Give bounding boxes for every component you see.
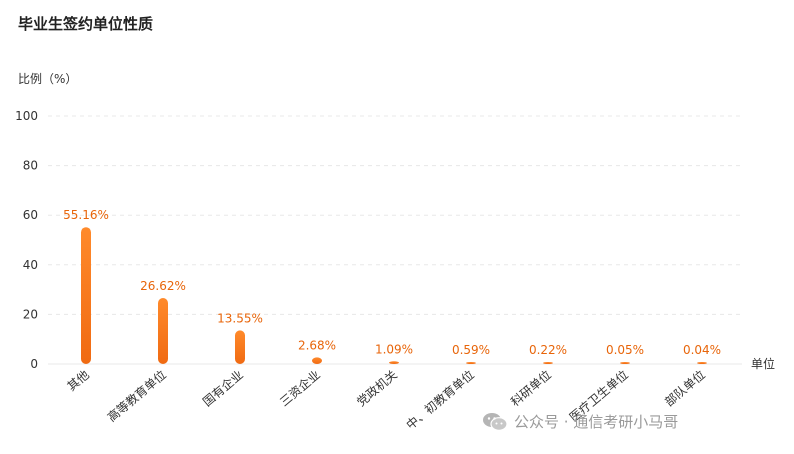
y-tick-label: 40 — [23, 258, 38, 272]
x-tick-label: 三资企业 — [277, 367, 323, 409]
data-label: 55.16% — [63, 208, 109, 222]
wechat-icon — [483, 412, 508, 431]
y-tick-label: 60 — [23, 208, 38, 222]
x-tick-label: 国有企业 — [200, 367, 246, 409]
bars — [81, 227, 707, 364]
x-tick-label: 其他 — [65, 368, 92, 394]
bar-6 — [543, 362, 553, 364]
y-tick-label: 100 — [15, 109, 38, 123]
bar-0 — [81, 227, 91, 364]
bar-8 — [697, 362, 707, 364]
data-label: 0.04% — [683, 343, 721, 357]
bar-1 — [158, 297, 168, 364]
data-label: 26.62% — [140, 279, 186, 293]
x-tick-label: 部队单位 — [662, 367, 708, 409]
watermark-text: 公众号 · 通信考研小马哥 — [514, 413, 679, 431]
data-label: 0.22% — [529, 343, 567, 357]
y-tick-label: 20 — [23, 307, 38, 321]
data-label: 1.09% — [375, 342, 413, 356]
bar-2 — [235, 330, 245, 364]
watermark: 公众号 · 通信考研小马哥 — [482, 411, 678, 432]
chart-title: 毕业生签约单位性质 — [18, 15, 154, 33]
x-tick-label: 科研单位 — [508, 367, 554, 409]
y-tick-labels: 0 20 40 60 80 100 — [15, 109, 38, 371]
y-tick-label: 0 — [30, 357, 38, 371]
bar-5 — [466, 362, 476, 364]
bar-3 — [312, 357, 322, 364]
y-axis-label: 比例（%） — [18, 72, 77, 86]
x-tick-label: 中、初教育单位 — [403, 367, 477, 432]
data-label: 0.05% — [606, 343, 644, 357]
bar-4 — [389, 361, 399, 364]
data-label: 2.68% — [298, 338, 336, 352]
data-labels: 55.16% 26.62% 13.55% 2.68% 1.09% 0.59% 0.22% 0.… — [63, 208, 721, 357]
x-axis-label: 单位 — [751, 356, 775, 371]
bar-7 — [620, 362, 630, 364]
x-tick-label: 党政机关 — [354, 367, 400, 409]
data-label: 13.55% — [217, 311, 263, 325]
data-label: 0.59% — [452, 343, 490, 357]
x-tick-label: 高等教育单位 — [104, 367, 169, 425]
grid-lines — [48, 115, 742, 365]
y-tick-label: 80 — [23, 159, 38, 173]
